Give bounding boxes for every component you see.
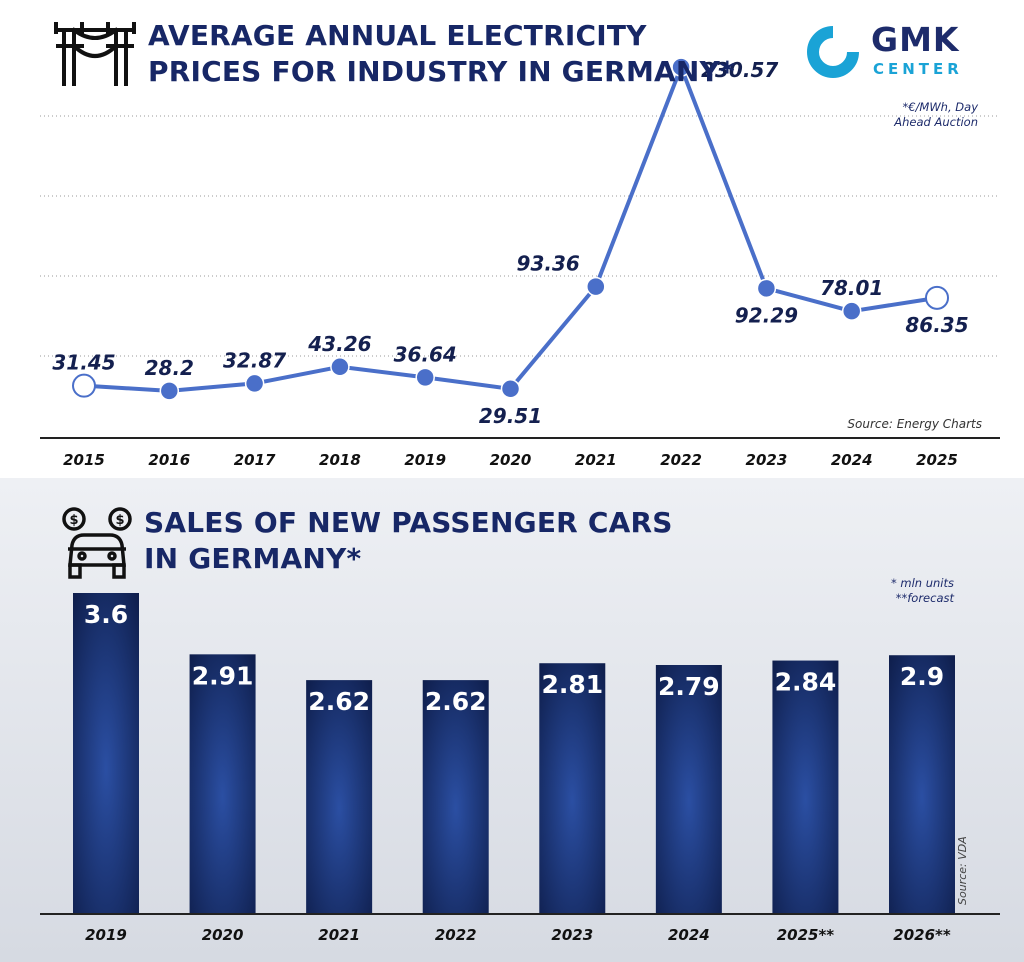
electricity-units-note: *€/MWh, Day Ahead Auction xyxy=(894,100,978,130)
line-chart-value-labels: 31.45 28.2 32.87 43.26 36.64 29.51 93.36 230.57… xyxy=(52,58,968,428)
bar-chart-bar xyxy=(772,660,839,913)
bar-chart-value-labels: 3.6 2.91 2.62 2.62 2.81 2.79 2.84 2.9 xyxy=(84,600,944,716)
line-chart-point xyxy=(925,285,949,310)
bar-chart-value-label: 2.91 xyxy=(192,661,254,690)
bar-chart-x-tick: 2024 xyxy=(668,926,710,944)
line-chart-x-tick: 2018 xyxy=(319,451,361,469)
line-chart-point xyxy=(415,367,435,388)
bar-chart-bar xyxy=(539,663,606,913)
bar-chart-value-label: 2.62 xyxy=(425,687,487,716)
logo-wordmark: GMK xyxy=(871,20,960,59)
line-chart-point xyxy=(330,357,350,377)
electricity-chart-title: AVERAGE ANNUAL ELECTRICITY PRICES FOR IN… xyxy=(148,18,735,90)
line-chart-value-label: 36.64 xyxy=(394,342,457,366)
line-chart-value-label: 86.35 xyxy=(905,313,968,337)
bar-chart-bar xyxy=(189,654,256,913)
electricity-title-line-2: PRICES FOR INDUSTRY IN GERMANY* xyxy=(148,55,735,88)
bar-chart-value-label: 2.84 xyxy=(775,668,837,697)
power-pylon-icon xyxy=(54,22,136,86)
car-sales-chart-title: SALES OF NEW PASSENGER CARS IN GERMANY* xyxy=(144,505,673,577)
gmk-logo: GMK CENTER xyxy=(805,20,975,82)
bar-chart-x-tick: 2023 xyxy=(551,926,593,944)
line-chart-series-line xyxy=(83,65,938,393)
line-chart-point xyxy=(756,278,777,299)
logo-subtitle: CENTER xyxy=(873,60,963,78)
line-chart-value-label: 29.51 xyxy=(479,404,542,428)
line-chart-x-tick: 2019 xyxy=(404,451,446,469)
line-chart-value-label: 32.87 xyxy=(223,348,286,372)
car-sales-units-note: * mln units **forecast xyxy=(891,576,954,606)
bar-chart-tick-labels: 2019 2020 2021 2022 2023 2024 2025** 2026** xyxy=(85,926,951,944)
car-sales-note-line-1: * mln units xyxy=(890,576,954,590)
bar-chart-value-label: 2.62 xyxy=(308,687,370,716)
bar-chart-bar xyxy=(422,680,489,913)
car-sales-title-line-1: SALES OF NEW PASSENGER CARS xyxy=(144,506,673,539)
line-chart-value-label: 31.45 xyxy=(52,351,115,375)
line-chart-tick-labels: 2015 2016 2017 2018 2019 2020 2021 2022 2023 2024… xyxy=(63,451,958,469)
line-chart-value-label: 230.57 xyxy=(701,58,778,82)
line-chart-point xyxy=(841,301,862,321)
car-with-coins-icon: $ $ xyxy=(62,507,132,579)
line-chart-series xyxy=(83,65,938,393)
bar-chart-value-label: 2.9 xyxy=(900,662,944,691)
bar-chart-x-tick: 2025** xyxy=(777,926,835,944)
line-chart-x-tick: 2024 xyxy=(831,451,873,469)
electricity-note-line-2: Ahead Auction xyxy=(894,115,978,129)
line-chart-x-tick: 2015 xyxy=(63,451,105,469)
line-chart-x-tick: 2016 xyxy=(148,451,190,469)
bar-chart-value-label: 3.6 xyxy=(84,600,128,629)
line-chart-point xyxy=(671,57,691,77)
bar-chart-value-label: 2.81 xyxy=(541,670,603,699)
line-chart-point xyxy=(244,373,265,394)
line-chart-x-tick: 2021 xyxy=(575,451,617,469)
line-chart-value-label: 93.36 xyxy=(517,252,580,276)
bar-chart-bars xyxy=(73,593,955,913)
gmk-logo-icon xyxy=(807,25,860,78)
line-chart-value-label: 43.26 xyxy=(307,332,371,356)
line-chart-x-tick: 2017 xyxy=(234,451,276,469)
line-chart-points xyxy=(72,57,949,401)
line-chart-grid xyxy=(40,115,1000,357)
line-chart-point xyxy=(586,276,606,297)
line-chart-value-label: 28.2 xyxy=(145,356,194,380)
line-chart-x-tick: 2020 xyxy=(490,451,532,469)
electricity-title-line-1: AVERAGE ANNUAL ELECTRICITY xyxy=(148,19,647,52)
bar-chart-bar xyxy=(655,665,722,913)
bar-chart-x-tick: 2022 xyxy=(435,926,477,944)
bar-chart-bar xyxy=(889,655,955,913)
bar-chart-x-tick: 2021 xyxy=(318,926,360,944)
bar-chart-x-tick: 2026** xyxy=(893,926,951,944)
car-sales-panel xyxy=(0,478,1024,962)
bar-chart-bar xyxy=(306,680,373,913)
line-chart-value-label: 92.29 xyxy=(735,303,798,327)
line-chart-x-tick: 2022 xyxy=(660,451,702,469)
car-sales-note-line-2: **forecast xyxy=(895,591,954,605)
line-chart-x-tick: 2023 xyxy=(746,451,788,469)
electricity-note-line-1: *€/MWh, Day xyxy=(902,100,978,114)
svg-text:$: $ xyxy=(115,513,124,528)
line-chart-x-tick: 2025 xyxy=(916,451,958,469)
car-sales-title-line-2: IN GERMANY* xyxy=(144,542,362,575)
electricity-source: Source: Energy Charts xyxy=(847,417,982,431)
bar-chart-value-label: 2.79 xyxy=(658,672,720,701)
bar-chart-x-tick: 2020 xyxy=(202,926,244,944)
car-sales-source: Source: VDA xyxy=(956,836,969,905)
bar-chart-x-tick: 2019 xyxy=(85,926,127,944)
electricity-price-chart: 31.45 28.2 32.87 43.26 36.64 29.51 93.36 230.57… xyxy=(40,57,1000,469)
line-chart-point xyxy=(159,381,180,401)
bar-chart-bar xyxy=(73,593,139,913)
line-chart-point xyxy=(500,379,521,399)
line-chart-point xyxy=(72,373,96,398)
svg-text:$: $ xyxy=(69,513,78,528)
line-chart-value-label: 78.01 xyxy=(820,276,883,300)
car-sales-chart: 3.62.912.62 2.622.81 2.79 2.84 2.9 2019 2020 2… xyxy=(40,593,1000,944)
